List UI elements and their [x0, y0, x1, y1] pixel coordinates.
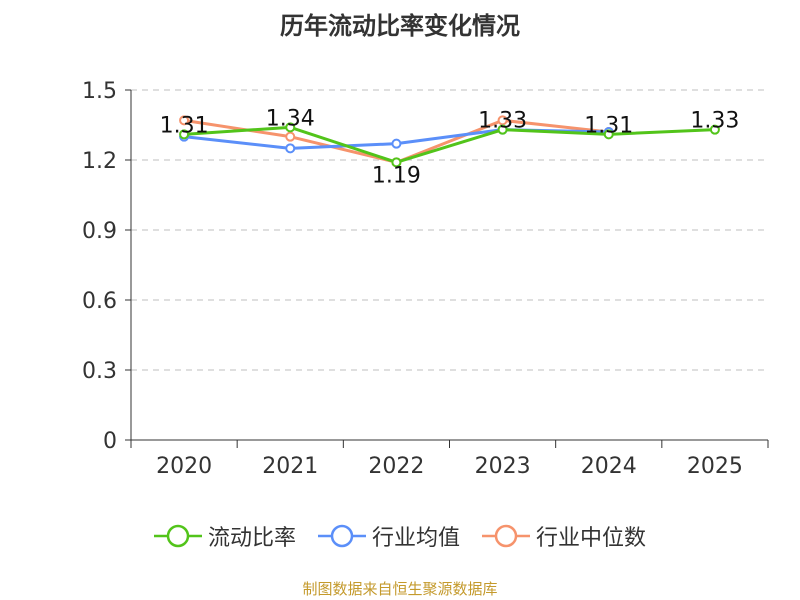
data-point: [285, 131, 296, 142]
y-tick-label: 1.5: [82, 79, 117, 104]
legend-label: 流动比率: [207, 526, 296, 551]
series-line-1: [183, 125, 715, 164]
legend-item[interactable]: 行业均值: [317, 520, 460, 552]
x-tick-label: 2022: [368, 454, 424, 479]
legend-marker-icon: [482, 524, 530, 548]
legend-label: 行业中位数: [536, 526, 647, 551]
legend-marker-icon: [317, 524, 366, 548]
data-label: 1.34: [266, 106, 315, 131]
legend-item[interactable]: 流动比率: [153, 520, 296, 552]
grid-lines: [131, 89, 768, 371]
x-tick-label: 2021: [262, 454, 318, 479]
y-tick-label: 0.3: [82, 359, 117, 384]
data-label: 1.19: [372, 163, 421, 188]
data-point: [285, 143, 296, 154]
data-point: [391, 157, 402, 168]
data-point: [603, 129, 614, 140]
y-tick-label: 0: [103, 429, 117, 454]
legend: 流动比率 行业均值 行业中位数: [0, 520, 800, 552]
legend-marker-icon: [153, 524, 202, 548]
y-tick-label: 1.2: [82, 149, 117, 174]
data-point: [709, 124, 720, 135]
axes: 0 0.3 0.6 0.9 1.2 1.5 2020 2021 2022 2023 2024 2025: [82, 79, 769, 479]
data-point: [497, 115, 508, 126]
data-label: 1.31: [160, 113, 209, 138]
x-tick-label: 2025: [687, 454, 743, 479]
legend-item[interactable]: 行业中位数: [482, 520, 646, 552]
chart-title: 历年流动比率变化情况: [280, 12, 520, 40]
series-group: [179, 115, 720, 168]
data-labels: 1.31 1.34 1.19 1.33 1.31 1.33: [160, 106, 740, 188]
data-point: [285, 122, 296, 133]
data-point: [179, 129, 190, 140]
y-tick-label: 0.9: [82, 219, 117, 244]
source-note: 制图数据来自恒生聚源数据库: [302, 580, 498, 598]
x-tick-label: 2023: [475, 454, 531, 479]
legend-label: 行业均值: [371, 526, 460, 551]
x-tick-label: 2024: [581, 454, 637, 479]
data-point: [179, 115, 190, 126]
x-tick-label: 2020: [156, 454, 212, 479]
data-label: 1.33: [690, 109, 739, 134]
data-point: [391, 138, 402, 149]
y-tick-label: 0.6: [82, 289, 117, 314]
data-point: [497, 124, 508, 135]
data-label: 1.31: [584, 113, 633, 138]
data-label: 1.33: [478, 109, 527, 134]
